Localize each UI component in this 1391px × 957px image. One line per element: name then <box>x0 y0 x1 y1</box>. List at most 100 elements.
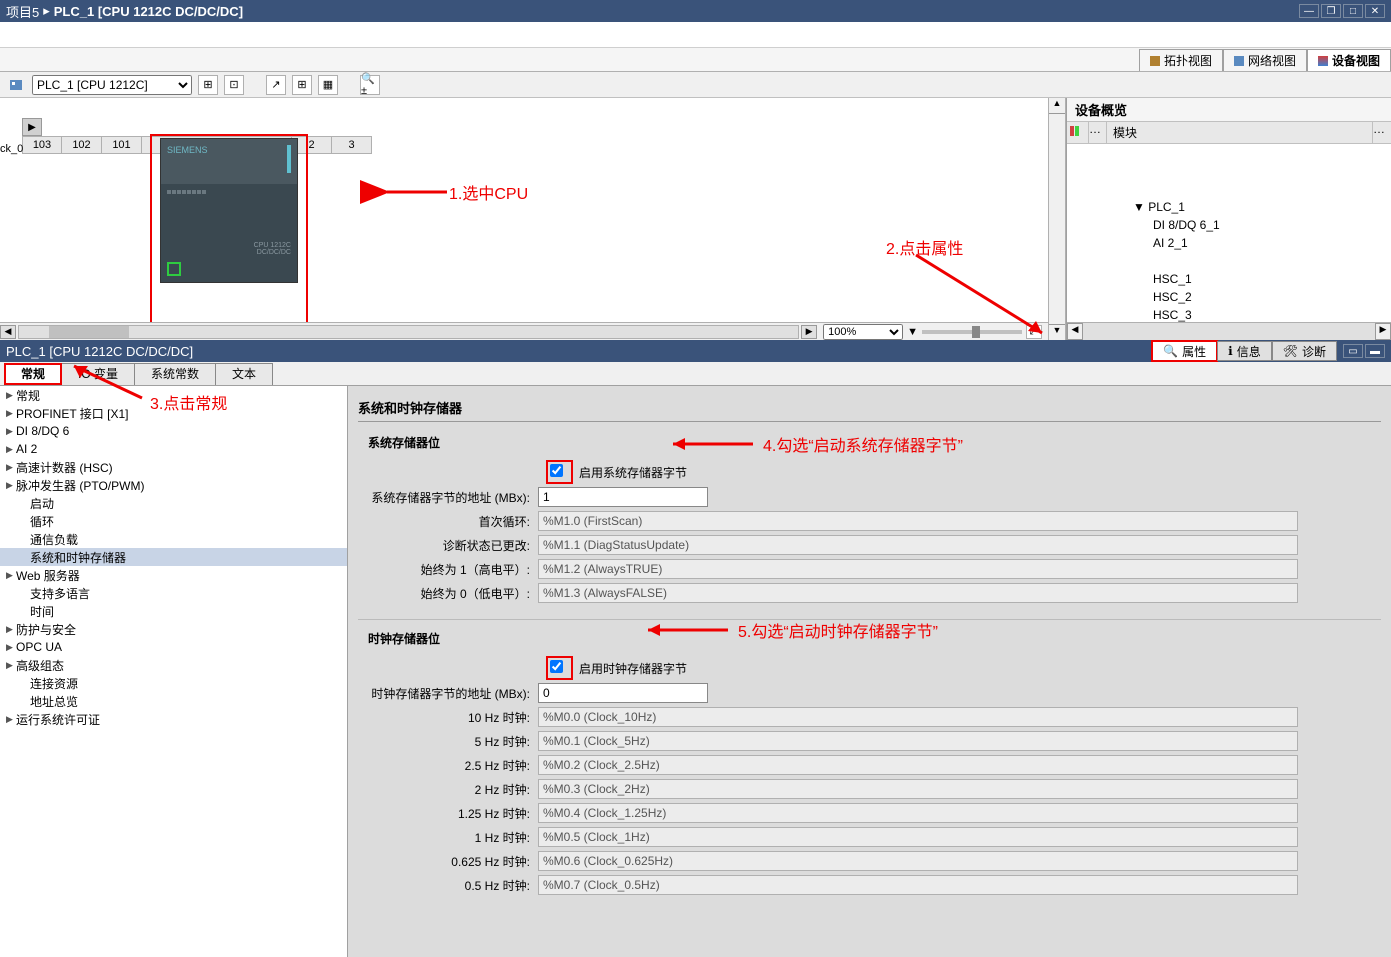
property-tree: ▶常规▶PROFINET 接口 [X1]▶DI 8/DQ 6▶AI 2▶高速计数… <box>0 386 348 957</box>
plc-module[interactable]: SIEMENS CPU 1212C DC/DC/DC <box>160 138 298 283</box>
form-readonly-value: %M0.3 (Clock_2Hz) <box>538 779 1298 799</box>
tree-item[interactable]: ▶运行系统许可证 <box>0 710 347 728</box>
plc-icon <box>6 75 26 95</box>
toolbar-btn-1[interactable]: ⊞ <box>198 75 218 95</box>
tree-item[interactable]: ▶AI 2 <box>0 440 347 458</box>
tab-info[interactable]: ℹ 信息 <box>1217 341 1272 361</box>
subtab-sysconst[interactable]: 系统常数 <box>134 363 216 385</box>
toolbar-btn-5[interactable]: ▦ <box>318 75 338 95</box>
overview-row[interactable]: DI 8/DQ 6_1 <box>1067 216 1391 234</box>
zoom-fit-icon[interactable]: ⤢ <box>1026 325 1042 339</box>
subtab-text[interactable]: 文本 <box>215 363 273 385</box>
tree-item[interactable]: 通信负载 <box>0 530 347 548</box>
clk-addr-input[interactable] <box>538 683 708 703</box>
form-readonly-value: %M0.6 (Clock_0.625Hz) <box>538 851 1298 871</box>
tree-item[interactable]: 循环 <box>0 512 347 530</box>
status-leds-icon <box>287 145 291 173</box>
vscroll-up-button[interactable]: ▲ <box>1049 98 1065 114</box>
toolbar-btn-2[interactable]: ⊡ <box>224 75 244 95</box>
tree-item[interactable]: ▶高速计数器 (HSC) <box>0 458 347 476</box>
tree-item[interactable]: ▶防护与安全 <box>0 620 347 638</box>
scroll-track[interactable] <box>18 325 799 339</box>
slot-103[interactable]: 103 <box>22 136 62 154</box>
tree-item[interactable]: 地址总览 <box>0 692 347 710</box>
prop-collapse-button[interactable]: ▭ <box>1343 344 1363 358</box>
tree-item[interactable]: ▶常规 <box>0 386 347 404</box>
ov-scroll-right[interactable]: ▶ <box>1375 323 1391 340</box>
toolbar-blank <box>0 22 1391 48</box>
vscroll-down-button[interactable]: ▼ <box>1049 324 1065 340</box>
tree-item[interactable]: ▶DI 8/DQ 6 <box>0 422 347 440</box>
subtab-iovars[interactable]: IO 变量 <box>61 363 135 385</box>
sys-addr-input[interactable] <box>538 487 708 507</box>
tab-topology-view[interactable]: 拓扑视图 <box>1139 49 1223 71</box>
tab-topology-label: 拓扑视图 <box>1164 52 1212 69</box>
tree-item[interactable]: ▶OPC UA <box>0 638 347 656</box>
form-label: 0.625 Hz 时钟: <box>358 853 538 870</box>
slot-102[interactable]: 102 <box>62 136 102 154</box>
overview-row[interactable]: AI 2_1 <box>1067 234 1391 252</box>
subtab-text-label: 文本 <box>232 367 256 381</box>
window-close-button[interactable]: ✕ <box>1365 4 1385 18</box>
form-label: 1 Hz 时钟: <box>358 829 538 846</box>
toolbar-btn-3[interactable]: ↗ <box>266 75 286 95</box>
window-restore-button[interactable]: ❐ <box>1321 4 1341 18</box>
overview-row[interactable]: ▼ PLC_1 <box>1067 198 1391 216</box>
slot-3[interactable]: 3 <box>332 136 372 154</box>
tab-network-view[interactable]: 网络视图 <box>1223 49 1307 71</box>
tree-item[interactable]: 连接资源 <box>0 674 347 692</box>
overview-row[interactable]: HSC_2 <box>1067 288 1391 306</box>
subtab-general-label: 常规 <box>21 367 45 381</box>
device-overview-panel: 设备概览 … 模块 … ▼ PLC_1DI 8/DQ 6_1AI 2_1HSC_… <box>1066 98 1391 340</box>
overview-row[interactable]: HSC_3 <box>1067 306 1391 322</box>
overview-row-spacer <box>1067 180 1391 198</box>
diagnostics-icon: 🛠 <box>1283 344 1298 358</box>
window-maximize-button[interactable]: □ <box>1343 4 1363 18</box>
clk-addr-label: 时钟存储器字节的地址 (MBx): <box>358 685 538 702</box>
tree-item[interactable]: ▶脉冲发生器 (PTO/PWM) <box>0 476 347 494</box>
zoom-selector[interactable]: 100% <box>823 324 903 340</box>
slot-101[interactable]: 101 <box>102 136 142 154</box>
tab-properties[interactable]: 🔍 属性 <box>1152 341 1217 361</box>
window-minimize-button[interactable]: — <box>1299 4 1319 18</box>
zoom-slider[interactable] <box>922 330 1022 334</box>
zoom-dropdown-icon[interactable]: ▼ <box>907 326 918 338</box>
tree-item[interactable]: 支持多语言 <box>0 584 347 602</box>
tree-item[interactable]: ▶PROFINET 接口 [X1] <box>0 404 347 422</box>
prop-expand-button[interactable]: ▬ <box>1365 344 1385 358</box>
scroll-right-button[interactable]: ▶ <box>801 325 817 339</box>
device-canvas[interactable]: ▶ 103 102 101 1 2 3 ck_0 SIEMENS CPU 121… <box>0 98 1048 322</box>
device-toolbar: PLC_1 [CPU 1212C] ⊞ ⊡ ↗ ⊞ ▦ 🔍± <box>0 72 1391 98</box>
tree-item[interactable]: 启动 <box>0 494 347 512</box>
tree-item[interactable]: 系统和时钟存储器 <box>0 548 347 566</box>
enable-clock-byte-checkbox[interactable] <box>550 660 563 673</box>
ov-scroll-track[interactable] <box>1083 323 1375 340</box>
ethernet-port-icon <box>167 262 181 276</box>
slot-2[interactable]: 2 <box>292 136 332 154</box>
form-readonly-value: %M0.4 (Clock_1.25Hz) <box>538 803 1298 823</box>
tree-item[interactable]: ▶高级组态 <box>0 656 347 674</box>
tab-device-view[interactable]: 设备视图 <box>1307 49 1391 71</box>
rack-label: ck_0 <box>0 143 23 155</box>
toolbar-btn-4[interactable]: ⊞ <box>292 75 312 95</box>
property-subtabs: 常规 IO 变量 系统常数 文本 <box>0 362 1391 386</box>
vscroll-track[interactable] <box>1049 114 1065 324</box>
overview-col-module[interactable]: 模块 <box>1107 122 1373 143</box>
sys-addr-label: 系统存储器字节的地址 (MBx): <box>358 489 538 506</box>
overview-row[interactable]: HSC_1 <box>1067 270 1391 288</box>
slot-go-button[interactable]: ▶ <box>22 118 42 136</box>
tab-diagnostics[interactable]: 🛠 诊断 <box>1272 341 1337 361</box>
scroll-thumb[interactable] <box>49 326 129 338</box>
ov-scroll-left[interactable]: ◀ <box>1067 323 1083 340</box>
zoom-fit-button[interactable]: 🔍± <box>360 75 380 95</box>
device-selector[interactable]: PLC_1 [CPU 1212C] <box>32 75 192 95</box>
subtab-general[interactable]: 常规 <box>4 363 62 385</box>
overview-row[interactable] <box>1067 252 1391 270</box>
tree-item[interactable]: ▶Web 服务器 <box>0 566 347 584</box>
enable-system-byte-checkbox[interactable] <box>550 464 563 477</box>
form-readonly-value: %M0.7 (Clock_0.5Hz) <box>538 875 1298 895</box>
enable-clock-byte-label: 启用时钟存储器字节 <box>579 660 687 677</box>
scroll-left-button[interactable]: ◀ <box>0 325 16 339</box>
title-bar: 项目5 ▸ PLC_1 [CPU 1212C DC/DC/DC] — ❐ □ ✕ <box>0 0 1391 22</box>
tree-item[interactable]: 时间 <box>0 602 347 620</box>
